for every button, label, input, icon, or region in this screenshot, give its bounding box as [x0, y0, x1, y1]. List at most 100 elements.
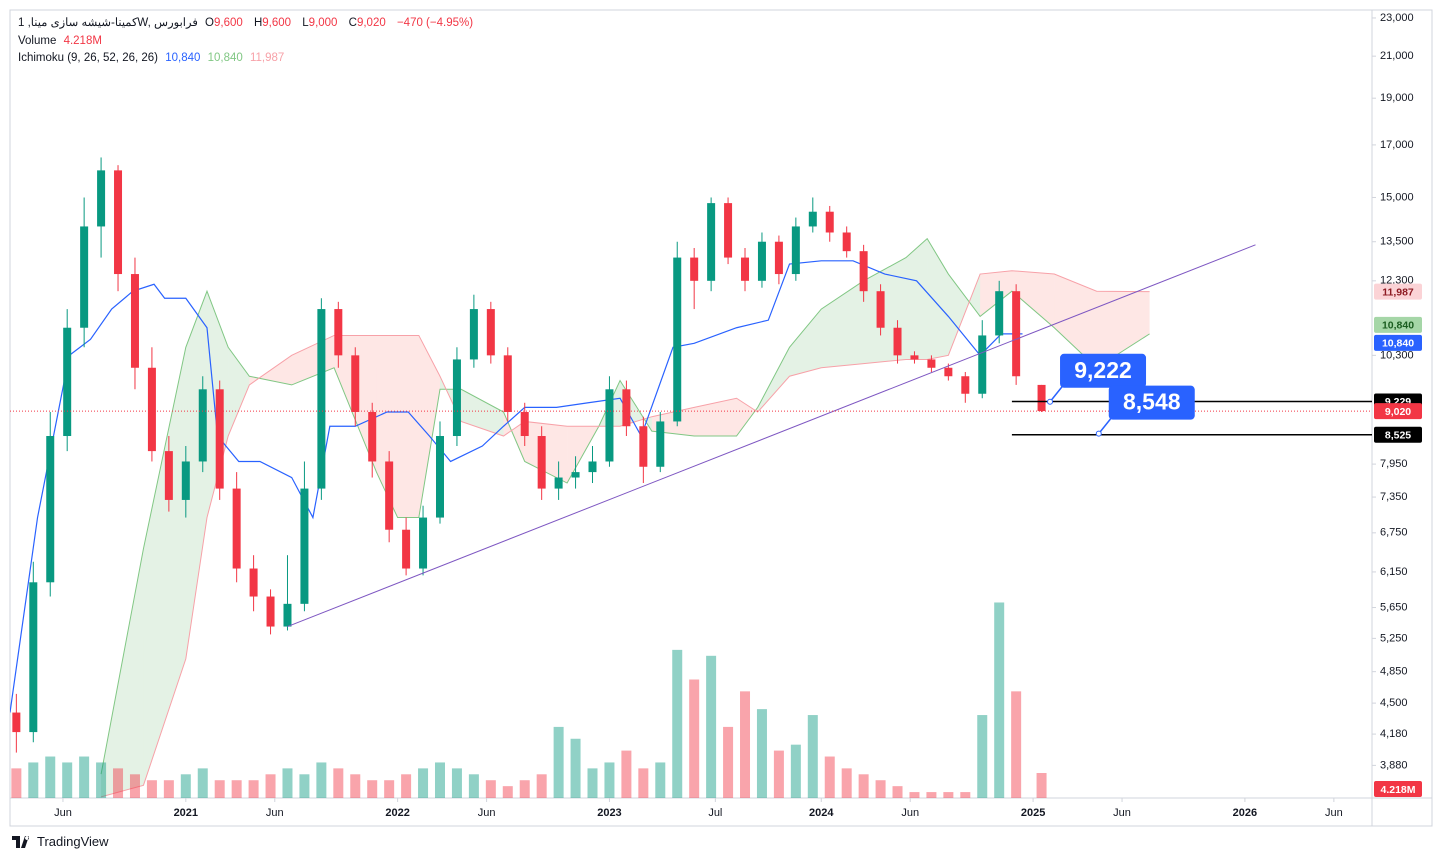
volume-bar: [231, 780, 242, 798]
o-value: 9,600: [213, 17, 243, 29]
volume-bar: [892, 786, 903, 798]
l-label: L: [302, 17, 309, 29]
volume-bar: [418, 768, 429, 798]
candle-body: [317, 309, 326, 489]
volume-bar: [740, 691, 751, 798]
volume-bar: [824, 756, 835, 798]
ohlc: C9,020: [349, 17, 390, 29]
candle-body: [130, 274, 139, 368]
candle-body: [300, 488, 309, 604]
x-tick-label: Jul: [708, 807, 722, 819]
candle-body: [622, 389, 631, 427]
h-value: 9,600: [262, 17, 292, 29]
brand-logo: [12, 835, 30, 848]
x-tick-label: Jun: [1113, 807, 1131, 819]
candle-body: [859, 251, 868, 292]
x-tick-label: 2024: [809, 807, 834, 819]
volume-bar: [553, 726, 564, 798]
candle-body: [910, 355, 919, 360]
volume-bar: [790, 744, 801, 798]
candle-body: [215, 389, 224, 489]
volume-bar: [265, 774, 276, 798]
volume-bar: [434, 762, 445, 798]
y-tick-label: 5,250: [1380, 632, 1408, 644]
candle-body: [588, 461, 597, 473]
plot: [10, 157, 1372, 798]
y-tick-label: 15,000: [1380, 191, 1414, 203]
volume-bar: [858, 774, 869, 798]
last-price-tag: [1374, 403, 1422, 420]
volume-bar: [214, 780, 225, 798]
cloud-segment: [736, 398, 758, 437]
y-tick-label: 3,880: [1380, 759, 1408, 771]
last-price-tag-label: 9,020: [1385, 406, 1411, 418]
volume-bar: [451, 768, 462, 798]
ichimoku-row: Ichimoku (9, 26, 52, 26, 26) 10,840 10,8…: [18, 50, 477, 68]
volume-bar: [384, 780, 395, 798]
span-b-tag-label: 11,987: [1382, 286, 1414, 298]
candle-body: [334, 309, 343, 356]
y-tick-label: 10,300: [1380, 349, 1414, 361]
volume-bar: [28, 762, 39, 798]
volume-bar: [146, 780, 157, 798]
volume-bar: [79, 756, 90, 798]
change: −470 (−4.95%): [396, 17, 474, 29]
candle-body: [842, 232, 851, 252]
candle-body: [961, 376, 970, 394]
y-tick-label: 13,500: [1380, 236, 1414, 248]
candle-body: [198, 389, 207, 462]
volume-bar: [468, 774, 479, 798]
cloud-segment: [694, 398, 737, 437]
candle-body: [1037, 384, 1046, 412]
volume-bar: [197, 768, 208, 798]
volume-bar: [536, 774, 547, 798]
base-line: [10, 260, 1023, 713]
volume-bar: [502, 786, 513, 798]
volume-bar: [248, 780, 259, 798]
callout-label: 8,548: [1123, 389, 1181, 415]
volume-bar: [807, 715, 818, 798]
callout-box: [1108, 385, 1195, 420]
candle-body: [774, 241, 783, 275]
candle-body: [29, 582, 38, 733]
candle-body: [266, 596, 275, 627]
span-b-tag: [1374, 283, 1422, 300]
y-tick-label: 7,950: [1380, 458, 1408, 470]
volume-bar: [841, 768, 852, 798]
callout-anchor: [1047, 398, 1054, 405]
cloud-segment: [291, 335, 335, 385]
candle-body: [503, 355, 512, 413]
x-tick-label: Jun: [901, 807, 919, 819]
legend-header: کمینا-شیشه سازی مینا, 1W, فرابورس O9,600…: [18, 15, 477, 68]
candle-body: [12, 712, 21, 733]
candle-body: [351, 355, 360, 413]
volume-bar: [1036, 773, 1047, 798]
cloud-segment: [418, 335, 440, 518]
volume-bar: [350, 774, 361, 798]
candle-body: [978, 335, 987, 394]
volume-bar: [706, 655, 717, 798]
candle-body: [893, 327, 902, 356]
span-a-line: [100, 237, 1150, 775]
x-tick-label: 2021: [174, 807, 198, 819]
brand: TradingView: [12, 834, 109, 849]
cloud-segment: [1054, 274, 1097, 368]
y-tick-label: 19,000: [1380, 92, 1414, 104]
candle-body: [435, 436, 444, 518]
candle-body: [537, 436, 546, 489]
volume-bar: [113, 768, 124, 798]
level-tag: [1374, 426, 1422, 443]
cloud-segment: [1096, 291, 1150, 368]
base-tag: [1374, 334, 1422, 351]
x-tick-label: 2022: [385, 807, 409, 819]
base-value: 10,840: [165, 52, 201, 64]
volume-bar: [655, 762, 666, 798]
candle-body: [232, 488, 241, 569]
cloud-segment: [397, 335, 419, 518]
candle-body: [469, 309, 478, 360]
symbol-row: کمینا-شیشه سازی مینا, 1W, فرابورس O9,600…: [18, 15, 477, 33]
cloud-segment: [757, 347, 790, 413]
volume-label: Volume: [18, 34, 57, 47]
y-tick-label: 21,000: [1380, 50, 1414, 62]
volume-bar: [299, 774, 310, 798]
